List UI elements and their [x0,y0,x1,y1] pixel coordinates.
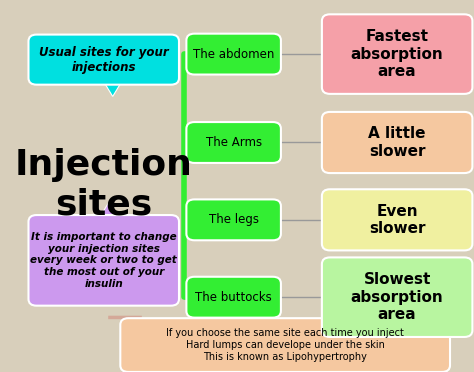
Text: Injection
sites: Injection sites [15,148,192,222]
FancyBboxPatch shape [28,35,179,85]
Text: The Arms: The Arms [206,136,262,149]
FancyBboxPatch shape [322,257,473,337]
FancyBboxPatch shape [186,199,281,240]
FancyBboxPatch shape [120,318,450,372]
FancyBboxPatch shape [28,215,179,306]
Text: If you choose the same site each time you inject
Hard lumps can develope under t: If you choose the same site each time yo… [166,328,404,362]
Text: Fastest
absorption
area: Fastest absorption area [351,29,444,79]
Text: The legs: The legs [209,214,259,226]
FancyBboxPatch shape [322,15,473,94]
FancyBboxPatch shape [186,122,281,163]
Polygon shape [97,203,119,222]
Text: Usual sites for your
injections: Usual sites for your injections [39,46,169,74]
Polygon shape [101,78,124,96]
Text: A little
slower: A little slower [368,126,426,159]
Text: Slowest
absorption
area: Slowest absorption area [351,272,444,322]
FancyBboxPatch shape [186,33,281,74]
Text: The buttocks: The buttocks [195,291,272,304]
Text: It is important to change
your injection sites
every week or two to get
the most: It is important to change your injection… [30,232,177,289]
FancyBboxPatch shape [186,277,281,318]
FancyBboxPatch shape [322,189,473,250]
FancyBboxPatch shape [322,112,473,173]
Text: Even
slower: Even slower [369,203,425,236]
Text: The abdomen: The abdomen [193,48,274,61]
